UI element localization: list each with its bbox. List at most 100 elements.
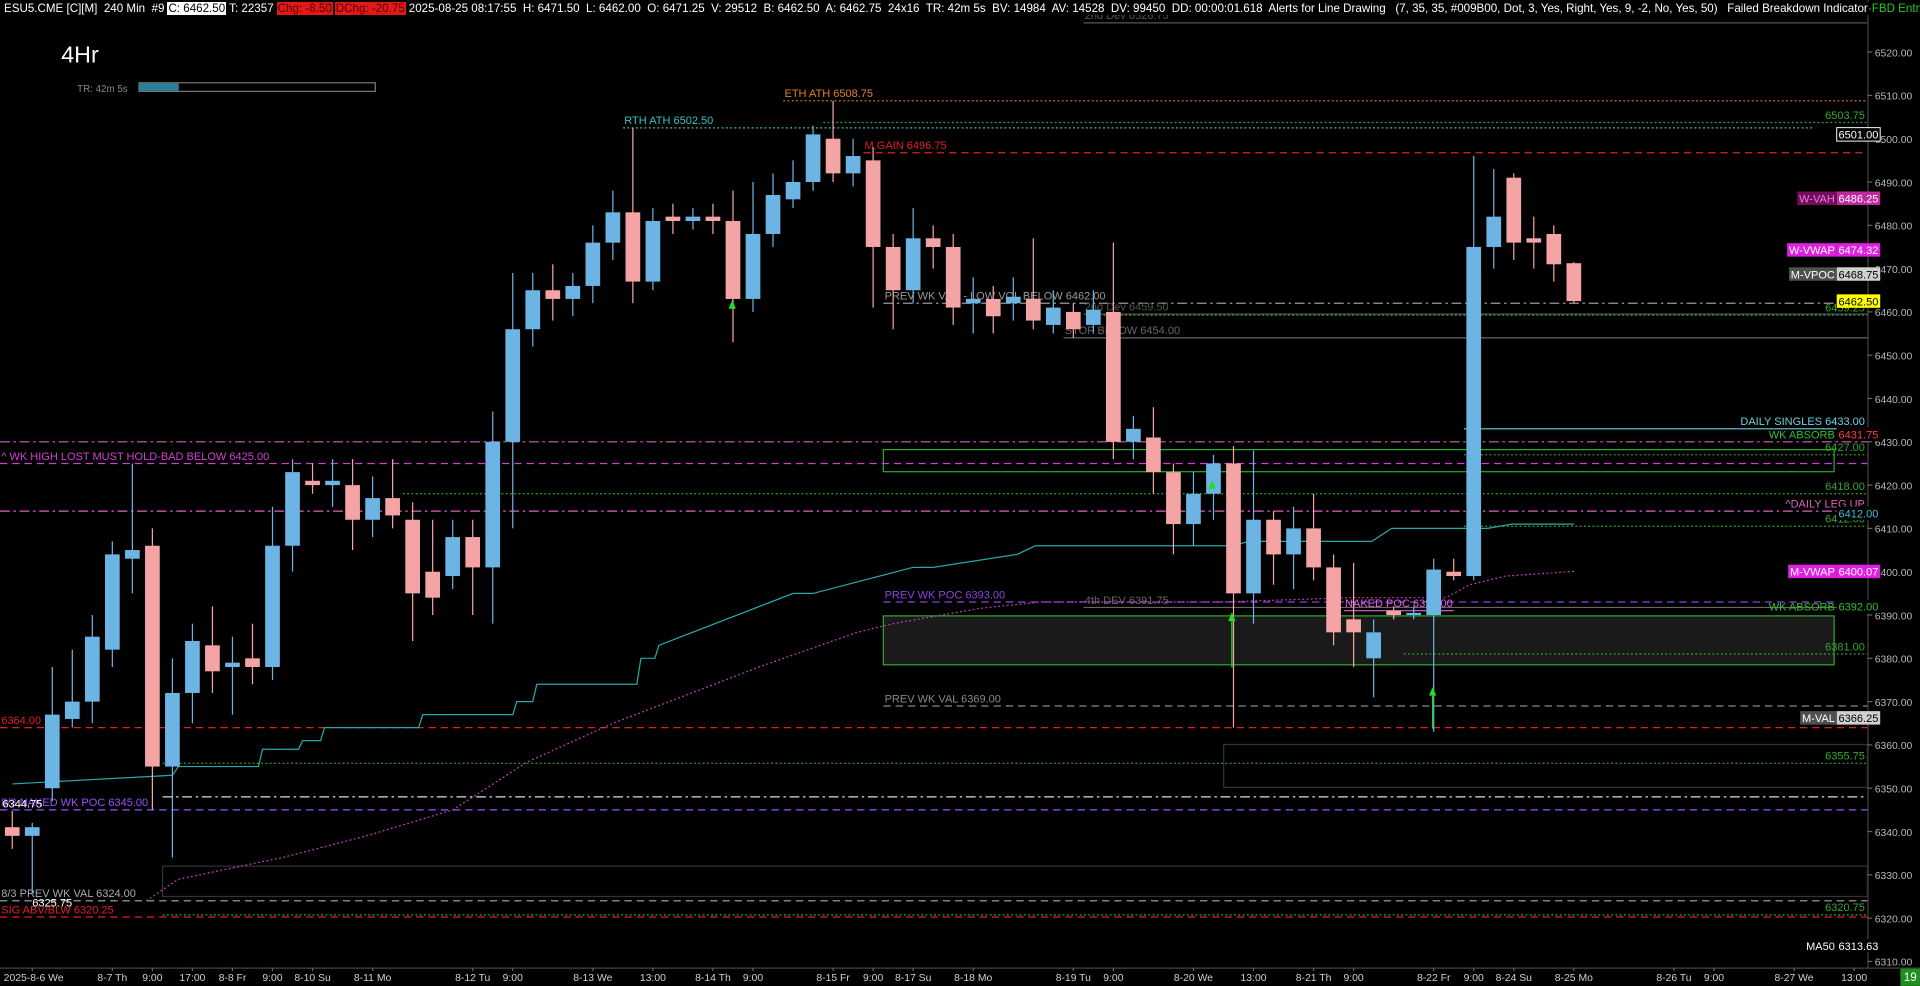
y-tick-label: 6440.00 xyxy=(1875,395,1913,406)
candle-body xyxy=(285,472,300,546)
candle-body xyxy=(1186,493,1201,525)
candle-body xyxy=(1386,610,1401,616)
header-field: FBD Entry: 0.00 xyxy=(1870,2,1920,15)
x-tick-label: 13:00 xyxy=(1841,973,1867,984)
candle-body xyxy=(1266,519,1281,555)
tag-value: 6412.00 xyxy=(1839,509,1879,521)
zone xyxy=(162,865,1868,898)
candle-body xyxy=(965,298,981,304)
chart-subtitle: TR: 42m 5s xyxy=(77,84,128,95)
price-annotation: 6325.75 xyxy=(32,898,72,910)
level-label: STOP BELOW 6454.00 xyxy=(1065,325,1180,337)
level-label: NAKED POC 6391.00 xyxy=(1345,598,1453,610)
candle-body xyxy=(205,645,220,672)
candle-body xyxy=(605,212,621,243)
x-tick-label: 8-15 Fr xyxy=(816,973,850,984)
tag-box xyxy=(1836,243,1881,257)
candle-body xyxy=(465,537,481,568)
x-tick-label: 8-13 We xyxy=(573,973,612,984)
tag-box xyxy=(1836,267,1881,281)
candle-body xyxy=(885,246,901,291)
candle-body xyxy=(1005,296,1021,304)
candles: 6344.75 6325.75 xyxy=(2,100,1582,910)
candle-body xyxy=(665,216,681,221)
corner-badge: 19 xyxy=(1904,971,1917,984)
y-tick-label: 6460.00 xyxy=(1875,308,1913,319)
tag-value: 6392.00 xyxy=(1839,602,1879,614)
x-tick-label: 8-17 Su xyxy=(895,973,932,984)
x-tick-label: 13:00 xyxy=(640,973,666,984)
y-tick-label: 6500.00 xyxy=(1875,135,1913,146)
candle-body xyxy=(225,662,240,667)
header-field: Chg: -8.50 xyxy=(276,2,333,15)
y-tick-label: 6420.00 xyxy=(1875,481,1913,492)
level-label: 6503.75 xyxy=(1825,110,1865,122)
x-tick-label: 8-20 We xyxy=(1174,973,1213,984)
candle-body xyxy=(925,238,941,247)
level-label: PREV WK VAL 6369.00 xyxy=(885,693,1001,705)
y-tick-label: 6340.00 xyxy=(1875,828,1913,839)
y-tick-label: 6350.00 xyxy=(1875,785,1913,796)
tag-name: W-VWAP xyxy=(1789,245,1835,257)
level-label: 6418.00 xyxy=(1825,481,1865,493)
axes: 6310.00 6320.00 6330.00 6340.00 6350.00 6360.… xyxy=(4,5,1913,984)
header-strip: ESU5.CME [C][M] 240 Min #9 C: 6462.50 T: 2… xyxy=(3,1,1920,16)
tag-value: 6486.25 xyxy=(1839,194,1879,206)
candle-body xyxy=(1546,233,1562,265)
tag-box xyxy=(1836,564,1881,579)
candle-body xyxy=(485,441,501,568)
x-tick-label: 9:00 xyxy=(1103,973,1123,984)
signal-arrow xyxy=(1428,687,1437,696)
price-annotation: 6344.75 xyxy=(2,798,42,810)
candle-body xyxy=(325,480,340,486)
tag-name-box xyxy=(1788,267,1837,281)
y-tick-label: 6430.00 xyxy=(1875,438,1913,449)
candle-body xyxy=(1326,567,1341,633)
candle-body xyxy=(525,290,541,330)
candle-body xyxy=(405,519,420,594)
candle-body xyxy=(1306,528,1321,568)
x-tick-label: 8-22 Fr xyxy=(1417,973,1451,984)
candle-body xyxy=(44,714,60,789)
progress-bar xyxy=(138,82,376,92)
level-label: SIG ABV/BLW 6320.25 xyxy=(1,904,113,916)
x-tick-label: 8-19 Tu xyxy=(1056,973,1091,984)
candle-body xyxy=(245,658,260,667)
level-label: DAILY SINGLES 6433.00 xyxy=(1740,416,1865,428)
level-label: 4th DEV 6391.75 xyxy=(1085,595,1169,607)
x-tick-label: 2025-8-6 We xyxy=(4,973,64,984)
tag-name-box xyxy=(1797,191,1837,205)
level-label: RTH ATH 6502.50 xyxy=(624,115,713,127)
candle-body xyxy=(745,233,761,299)
level-label: PREV WK VAH - LOW VOL BELOW 6462.00 xyxy=(885,291,1106,303)
y-tick-label: 6470.00 xyxy=(1875,265,1913,276)
candle-body xyxy=(145,545,160,767)
candle-body xyxy=(945,246,961,308)
candle-body xyxy=(125,550,140,559)
candle-body xyxy=(185,640,200,693)
x-tick-label: 8-14 Th xyxy=(695,973,731,984)
candle-body xyxy=(765,194,781,234)
tag-value: 6501.00 xyxy=(1839,130,1879,142)
header-field: ESU5.CME [C][M] 240 Min #9 xyxy=(3,2,166,15)
candle-body xyxy=(445,537,461,577)
tag-value: 6313.63 xyxy=(1839,941,1879,953)
candle-body xyxy=(805,134,821,183)
chart-title: 4Hr xyxy=(61,42,99,68)
tag-name-box xyxy=(1804,938,1837,953)
candle-body xyxy=(4,827,20,836)
level-label: ETH ATH 6508.75 xyxy=(784,88,873,100)
candle-body xyxy=(625,212,641,282)
x-tick-label: 9:00 xyxy=(1343,973,1363,984)
candle-body xyxy=(545,290,561,299)
candle-body xyxy=(265,545,280,667)
candle-body xyxy=(1466,246,1482,577)
corner-badge-box xyxy=(1900,968,1920,986)
x-tick-label: 9:00 xyxy=(503,973,523,984)
header-field: 2025-08-25 08:17:55 H: 6471.50 L: 6462.0… xyxy=(407,2,1869,15)
tag-box xyxy=(1836,427,1881,441)
candle-body xyxy=(305,480,320,486)
x-tick-label: 9:00 xyxy=(743,973,763,984)
y-tick-label: 6370.00 xyxy=(1875,698,1913,709)
